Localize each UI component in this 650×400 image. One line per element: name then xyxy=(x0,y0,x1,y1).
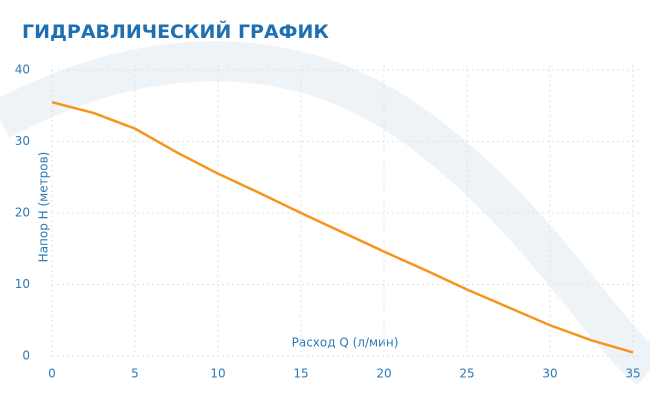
x-tick-label: 5 xyxy=(131,367,139,381)
chart-title: ГИДРАВЛИЧЕСКИЙ ГРАФИК xyxy=(22,20,329,43)
x-tick-label: 25 xyxy=(459,367,474,381)
x-tick-label: 10 xyxy=(210,367,225,381)
x-axis-label: Расход Q (л/мин) xyxy=(292,336,399,350)
data-line xyxy=(51,100,634,354)
y-tick-label: 20 xyxy=(15,206,30,220)
x-tick-label: 30 xyxy=(542,367,557,381)
y-tick-label: 40 xyxy=(15,63,30,77)
x-tick-label: 20 xyxy=(376,367,391,381)
background-swoosh xyxy=(0,41,650,386)
y-tick-label: 10 xyxy=(15,277,30,291)
x-tick-label: 0 xyxy=(48,367,56,381)
x-tick-label: 35 xyxy=(625,367,640,381)
y-axis-label: Напор H (метров) xyxy=(37,152,51,263)
x-tick-label: 15 xyxy=(293,367,308,381)
y-tick-label: 0 xyxy=(22,349,30,363)
y-tick-label: 30 xyxy=(15,134,30,148)
